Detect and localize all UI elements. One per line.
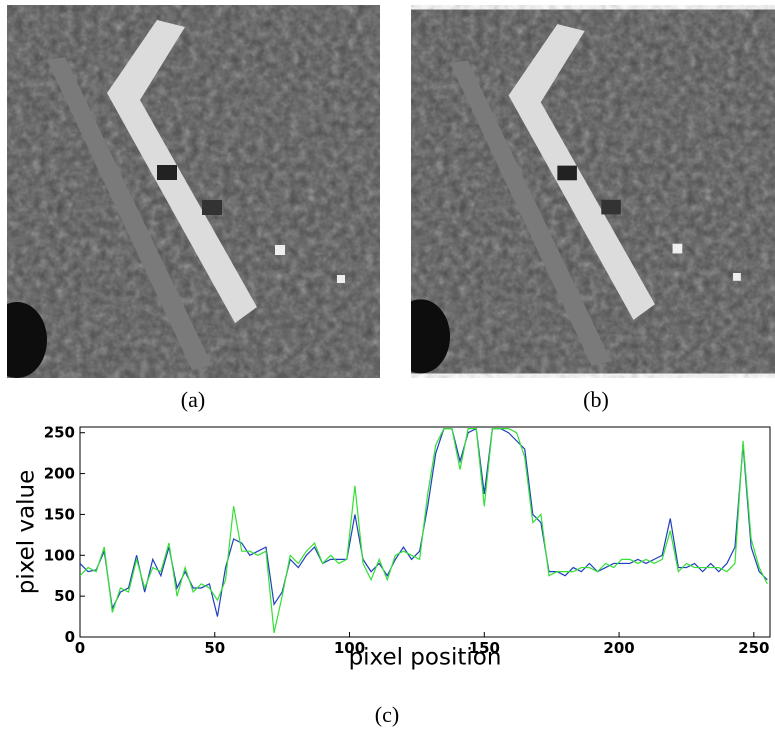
caption: (b)	[583, 387, 609, 412]
y-tick-label: 0	[65, 628, 75, 646]
x-tick-label: 200	[603, 639, 634, 657]
y-tick-label: 100	[44, 546, 75, 564]
x-tick-label: 150	[469, 639, 500, 657]
y-axis-label: pixel value	[14, 470, 40, 595]
y-tick-label: 200	[44, 465, 75, 483]
y-tick-label: 50	[54, 587, 75, 605]
y-tick-label: 150	[44, 505, 75, 523]
satellite-image-b	[391, 10, 775, 374]
caption: (c)	[375, 702, 399, 727]
figure: (a) (b) (c) pixel position pixel value 0…	[0, 0, 775, 732]
plot-frame	[80, 427, 770, 637]
caption: (a)	[181, 387, 205, 412]
data-line	[80, 429, 767, 633]
satellite-image-a	[0, 5, 380, 378]
y-tick-label: 250	[44, 424, 75, 442]
x-tick-label: 100	[334, 639, 365, 657]
x-tick-label: 0	[75, 639, 85, 657]
x-tick-label: 250	[738, 639, 769, 657]
x-tick-label: 50	[204, 639, 225, 657]
